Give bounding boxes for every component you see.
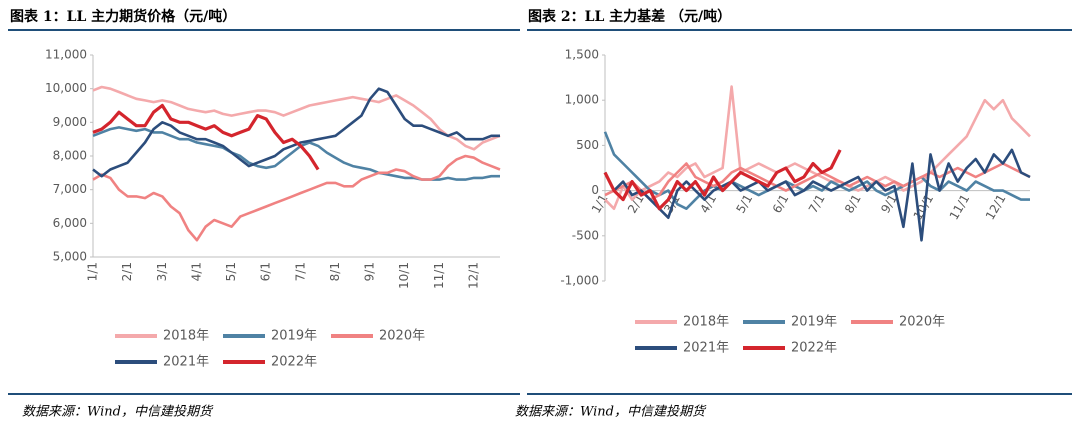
legend-label: 2019年 xyxy=(791,315,837,330)
x-tick-label: 7/1 xyxy=(806,192,828,216)
y-tick-label: 1,000 xyxy=(565,93,599,107)
series-line xyxy=(603,131,1030,210)
y-tick-label: -500 xyxy=(572,228,599,242)
y-tick-label: 6,000 xyxy=(53,216,87,230)
legend-label: 2018年 xyxy=(163,329,209,344)
y-tick-label: 7,000 xyxy=(53,182,87,196)
x-tick-label: 4/1 xyxy=(189,262,203,281)
source: 数据来源：Wind，中信建投期货 xyxy=(22,405,214,420)
series-line xyxy=(603,149,842,211)
legend-label: 2022年 xyxy=(271,355,317,370)
y-tick-label: 0 xyxy=(591,183,599,197)
series-line xyxy=(92,154,501,242)
y-tick-label: 11,000 xyxy=(45,48,87,62)
x-tick-label: 9/1 xyxy=(363,262,377,281)
series-line xyxy=(92,126,500,181)
series-line xyxy=(604,162,1031,201)
legend-label: 2020年 xyxy=(899,315,945,330)
x-tick-label: 8/1 xyxy=(842,192,864,216)
x-tick-label: 12/1 xyxy=(983,192,1009,222)
series-line xyxy=(603,148,1031,242)
y-tick-label: 1,500 xyxy=(565,48,599,62)
legend-label: 2022年 xyxy=(791,341,837,356)
legend-label: 2018年 xyxy=(683,315,729,330)
y-tick-label: 5,000 xyxy=(53,250,87,264)
source: 数据来源：Wind，中信建投期货 xyxy=(515,405,707,420)
legend-label: 2019年 xyxy=(271,329,317,344)
x-tick-label: 11/1 xyxy=(432,262,446,289)
y-tick-label: 9,000 xyxy=(53,115,87,129)
x-tick-label: 2/1 xyxy=(120,262,134,281)
legend-label: 2020年 xyxy=(379,329,425,344)
x-tick-label: 6/1 xyxy=(770,192,792,216)
x-tick-label: 11/1 xyxy=(947,192,973,222)
y-tick-label: 500 xyxy=(576,138,599,152)
x-tick-label: 5/1 xyxy=(224,262,238,281)
x-tick-label: 1/1 xyxy=(86,262,100,281)
y-tick-label: 10,000 xyxy=(45,81,87,95)
legend-label: 2021年 xyxy=(163,355,209,370)
series-line xyxy=(92,85,501,151)
x-tick-label: 8/1 xyxy=(328,262,342,281)
x-tick-label: 12/1 xyxy=(467,262,481,289)
x-tick-label: 6/1 xyxy=(259,262,273,281)
x-tick-label: 7/1 xyxy=(293,262,307,281)
chart-title: 图表 1：LL 主力期货价格（元/吨） xyxy=(10,8,236,25)
y-tick-label: -1,000 xyxy=(560,274,599,288)
x-tick-label: 3/1 xyxy=(155,262,169,281)
legend-label: 2021年 xyxy=(683,341,729,356)
x-tick-label: 10/1 xyxy=(397,262,411,289)
series-line xyxy=(92,103,320,171)
y-tick-label: 8,000 xyxy=(53,149,87,163)
chart-title: 图表 2：LL 主力基差 （元/吨） xyxy=(528,8,731,25)
x-tick-label: 5/1 xyxy=(734,192,756,216)
